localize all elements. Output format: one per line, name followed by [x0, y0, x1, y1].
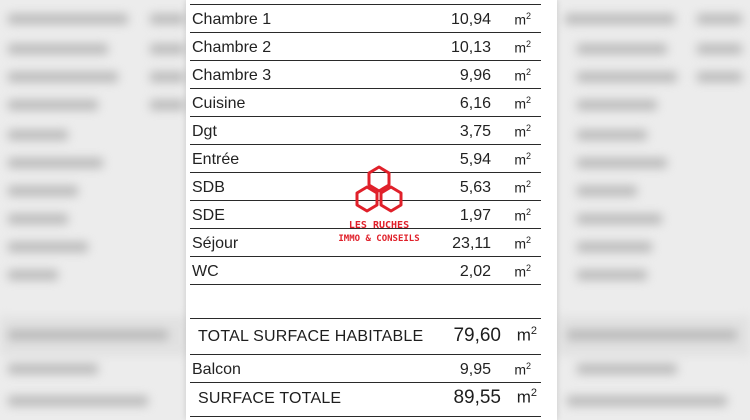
- room-label: Chambre 2: [192, 39, 272, 56]
- surface-totale-value: 89,55: [453, 387, 501, 408]
- top-rule: [190, 4, 541, 5]
- room-row: Entrée 5,94 m2: [190, 144, 541, 173]
- room-row: Séjour 23,11 m2: [190, 228, 541, 257]
- balcon-unit: m2: [514, 361, 531, 378]
- room-area-unit: m2: [514, 207, 531, 224]
- room-area-unit: m2: [514, 67, 531, 84]
- room-area-value: 10,94: [450, 11, 491, 28]
- room-label: SDE: [192, 207, 225, 224]
- total-bottom-rule: [190, 354, 541, 355]
- room-area-value: 5,94: [459, 151, 491, 168]
- room-area-unit: m2: [514, 39, 531, 56]
- room-row: SDB 5,63 m2: [190, 172, 541, 201]
- room-area-value: 9,96: [459, 67, 491, 84]
- logo-name: LES RUCHES: [348, 220, 410, 231]
- room-label: Entrée: [192, 151, 240, 168]
- room-row: SDE 1,97 m2: [190, 200, 541, 229]
- room-label: SDB: [192, 179, 225, 196]
- room-area-unit: m2: [514, 95, 531, 112]
- room-label: Cuisine: [192, 95, 246, 112]
- balcon-row: Balcon 9,95 m2: [190, 354, 541, 383]
- room-row: Cuisine 6,16 m2: [190, 88, 541, 117]
- room-label: Dgt: [192, 123, 217, 140]
- room-area-value: 6,16: [459, 95, 491, 112]
- room-area-value: 5,63: [459, 179, 491, 196]
- room-row: Chambre 2 10,13 m2: [190, 32, 541, 61]
- room-label: Chambre 3: [192, 67, 272, 84]
- room-area-unit: m2: [514, 123, 531, 140]
- room-area-unit: m2: [514, 263, 531, 280]
- total-habitable-label: TOTAL SURFACE HABITABLE: [198, 328, 424, 345]
- surface-totale-label: SURFACE TOTALE: [198, 390, 342, 407]
- room-area-value: 23,11: [452, 235, 491, 252]
- total-top-rule: [190, 318, 541, 319]
- les-ruches-logo: LES RUCHES IMMO & CONSEILS: [334, 164, 424, 254]
- logo-subtitle: IMMO & CONSEILS: [338, 234, 420, 244]
- surface-totale-unit: m2: [516, 387, 537, 407]
- surface-totale-row: SURFACE TOTALE 89,55 m2: [190, 382, 541, 416]
- total-habitable-unit: m2: [516, 325, 537, 345]
- hexagon-logo-icon: [355, 165, 403, 213]
- room-area-value: 1,97: [459, 207, 491, 224]
- blurred-left-panel: [0, 0, 190, 420]
- room-area-value: 3,75: [459, 123, 491, 140]
- room-label: WC: [192, 263, 219, 280]
- room-row: Dgt 3,75 m2: [190, 116, 541, 145]
- room-area-unit: m2: [514, 235, 531, 252]
- room-area-value: 10,13: [450, 39, 491, 56]
- bottom-rule: [190, 416, 541, 417]
- surface-table-sheet: Chambre 1 10,94 m2 Chambre 2 10,13 m2 Chambre …: [186, 0, 557, 420]
- total-habitable-row: TOTAL SURFACE HABITABLE 79,60 m2: [190, 318, 541, 354]
- room-area-value: 2,02: [459, 263, 491, 280]
- total-habitable-value: 79,60: [453, 325, 501, 346]
- room-area-unit: m2: [514, 151, 531, 168]
- room-row: WC 2,02 m2: [190, 256, 541, 285]
- room-area-unit: m2: [514, 11, 531, 28]
- balcon-value: 9,95: [459, 361, 491, 378]
- room-row: Chambre 1 10,94 m2: [190, 4, 541, 33]
- room-label: Séjour: [192, 235, 239, 252]
- room-area-unit: m2: [514, 179, 531, 196]
- balcon-label: Balcon: [192, 361, 241, 378]
- blurred-right-panel: [557, 0, 750, 420]
- room-label: Chambre 1: [192, 11, 272, 28]
- room-row: Chambre 3 9,96 m2: [190, 60, 541, 89]
